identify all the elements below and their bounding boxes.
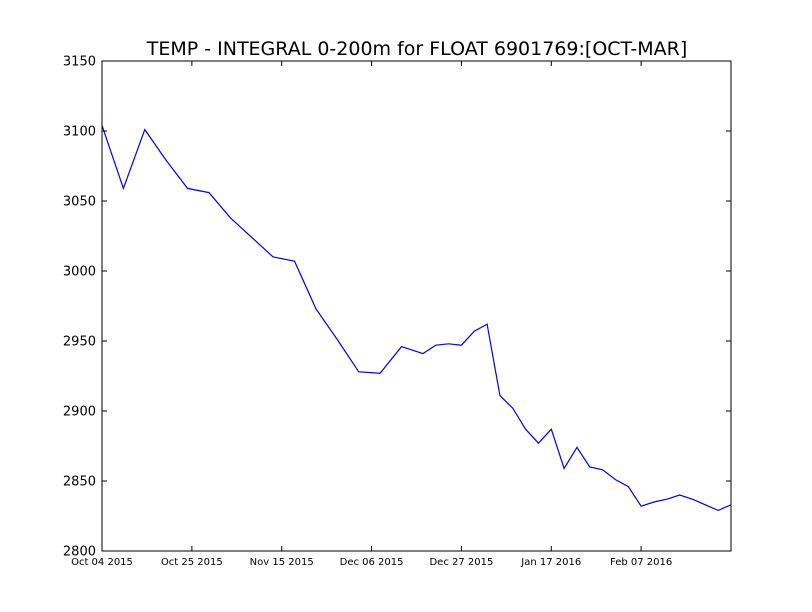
- y-tick-label: 2950: [63, 335, 96, 350]
- x-tick-label: Feb 07 2016: [610, 557, 672, 568]
- plot-frame: [101, 60, 732, 552]
- y-tick-label: 3050: [63, 195, 96, 210]
- series-line-0: [101, 125, 732, 512]
- x-tick-label: Jan 17 2016: [520, 557, 581, 568]
- y-tick-label: 3100: [63, 125, 96, 140]
- plot-area: 2800 2850 2900 2950 3000 3050 3100 3150 Oct 04 2…: [63, 55, 732, 568]
- x-tick-label: Nov 15 2015: [250, 557, 314, 568]
- x-tick-label: Dec 06 2015: [340, 557, 404, 568]
- y-tick-label: 3000: [63, 265, 96, 280]
- y-tick-label: 2900: [63, 405, 96, 420]
- y-tick-label: 2850: [63, 475, 96, 490]
- x-tick-label: Oct 04 2015: [71, 557, 133, 568]
- chart-title: TEMP - INTEGRAL 0-200m for FLOAT 6901769…: [146, 38, 688, 60]
- x-tick-label: Dec 27 2015: [429, 557, 493, 568]
- x-tick-label: Oct 25 2015: [161, 557, 223, 568]
- y-tick-label: 3150: [63, 55, 96, 70]
- y-tick-label: 2800: [63, 545, 96, 560]
